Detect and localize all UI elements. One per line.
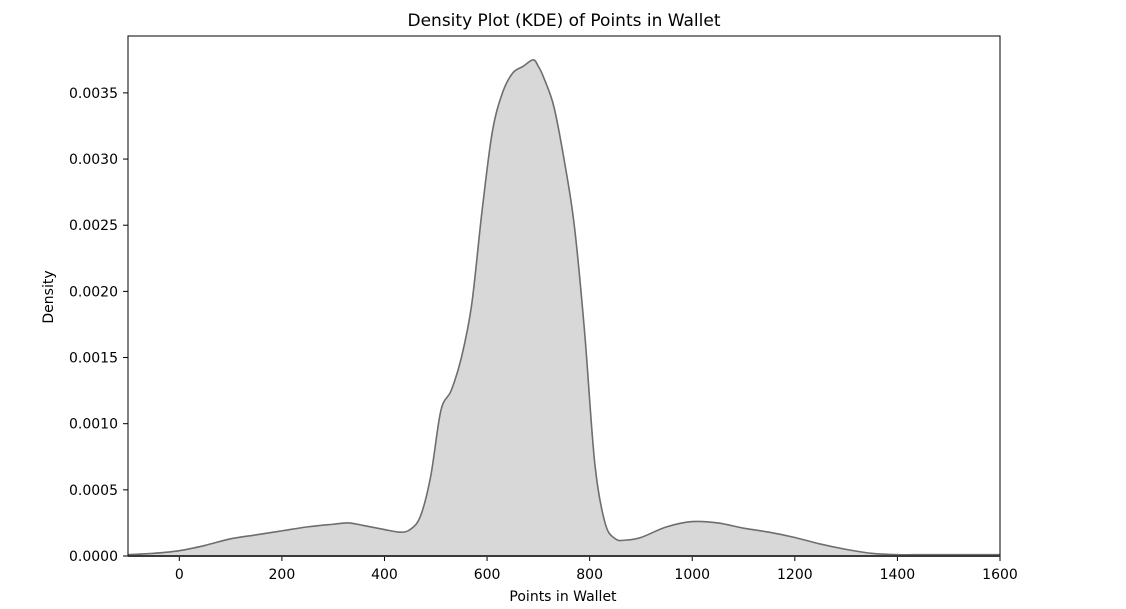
y-tick-label: 0.0025 <box>69 218 118 234</box>
x-tick-label: 1000 <box>674 567 710 583</box>
x-tick-label: 1400 <box>880 567 916 583</box>
x-tick-label: 200 <box>269 567 296 583</box>
y-axis-title: Density <box>41 270 57 323</box>
y-tick-label: 0.0015 <box>69 351 118 367</box>
x-tick-label: 800 <box>576 567 603 583</box>
y-tick-label: 0.0005 <box>69 483 118 499</box>
x-tick-label: 1600 <box>982 567 1018 583</box>
x-tick-label: 0 <box>175 567 184 583</box>
y-tick-label: 0.0030 <box>69 152 118 168</box>
x-axis-title: Points in Wallet <box>509 589 617 605</box>
kde-density-area <box>128 59 1000 556</box>
x-tick-label: 600 <box>474 567 501 583</box>
x-tick-label: 400 <box>371 567 398 583</box>
y-tick-label: 0.0035 <box>69 86 118 102</box>
chart-title: Density Plot (KDE) of Points in Wallet <box>408 11 721 31</box>
y-tick-label: 0.0020 <box>69 284 118 300</box>
kde-density-line <box>127 59 1000 556</box>
x-axis-ticks: 0 200 400 600 800 1000 1200 1400 1600 <box>175 556 1018 583</box>
y-axis-ticks: 0.0000 0.0005 0.0010 0.0015 0.0020 0.0025 0.00… <box>69 86 128 565</box>
x-tick-label: 1200 <box>777 567 813 583</box>
y-tick-label: 0.0010 <box>69 417 118 433</box>
y-tick-label: 0.0000 <box>69 549 118 565</box>
